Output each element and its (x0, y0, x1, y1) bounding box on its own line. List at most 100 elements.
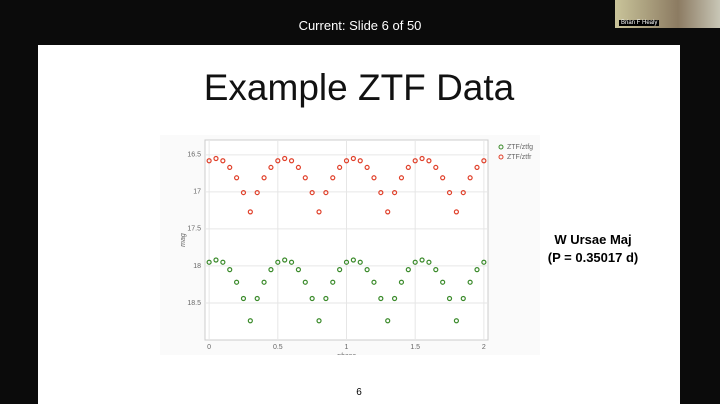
data-point (343, 259, 350, 265)
data-point (357, 158, 363, 164)
data-point (309, 295, 315, 302)
data-point (323, 295, 329, 302)
data-point (275, 158, 281, 164)
data-point (398, 279, 405, 285)
y-axis-label: mag (180, 233, 187, 247)
chart: 16.5 17 17.5 18 18.5 0 0.5 1 1.5 2 phase mag ZTF/ztf… (160, 135, 540, 355)
data-point (233, 279, 240, 285)
data-point (288, 259, 295, 265)
data-point (295, 267, 302, 273)
data-point (268, 267, 274, 273)
data-point (330, 279, 336, 285)
data-point (343, 158, 350, 164)
data-point (357, 259, 363, 265)
data-point (398, 175, 405, 181)
data-point (426, 158, 432, 164)
data-point (350, 257, 356, 263)
data-point (460, 295, 466, 302)
legend-marker (498, 154, 504, 160)
data-point (206, 259, 212, 265)
data-point (254, 295, 260, 302)
data-point (364, 164, 370, 171)
annotation-line: W Ursae Maj (554, 232, 632, 247)
legend-label: ZTF/ztfg (507, 144, 533, 151)
data-point (467, 279, 473, 285)
data-point (378, 295, 384, 302)
legend-label: ZTF/ztfr (507, 154, 532, 161)
data-point (440, 279, 446, 285)
data-point (309, 189, 315, 196)
data-point (247, 209, 253, 215)
data-point (323, 189, 329, 196)
y-tick-label: 17 (193, 189, 201, 196)
participant-name: Brian F Healy (619, 20, 660, 26)
x-tick-label: 0.5 (273, 344, 283, 351)
data-point (391, 295, 398, 302)
x-axis-label: phase (336, 353, 356, 355)
data-point (474, 164, 480, 171)
data-point (206, 158, 212, 164)
y-tick-label: 18.5 (187, 300, 201, 307)
data-point (288, 158, 295, 164)
data-point (261, 279, 267, 285)
data-point (433, 267, 439, 273)
data-point (371, 279, 377, 285)
data-point (412, 158, 418, 164)
data-point (391, 189, 398, 196)
data-point (460, 189, 466, 196)
data-point (213, 257, 219, 263)
data-point (385, 318, 391, 324)
data-point (446, 189, 453, 196)
data-point (220, 259, 226, 265)
legend-marker (498, 144, 504, 150)
x-tick-label: 1.5 (410, 344, 420, 351)
data-point (220, 158, 226, 164)
status: Current: Slide 6 of 50 (298, 18, 422, 33)
data-point (453, 209, 460, 215)
data-point (440, 175, 446, 181)
data-point (240, 295, 247, 302)
data-point (227, 267, 233, 273)
data-point (350, 155, 356, 162)
slide: Example ZTF Data W Ursae Maj (P = 0.3501… (38, 45, 680, 404)
data-point (247, 318, 253, 324)
data-point (227, 164, 233, 171)
data-point (213, 155, 219, 162)
data-point (453, 318, 460, 324)
data-point (481, 158, 487, 164)
data-point (282, 155, 288, 162)
data-point (282, 257, 288, 263)
data-point (446, 295, 453, 302)
data-point (337, 267, 343, 273)
data-point (302, 279, 308, 285)
annotation: W Ursae Maj (P = 0.35017 d) (528, 231, 658, 267)
x-tick-label: 2 (482, 344, 486, 351)
data-point (364, 267, 370, 273)
data-point (275, 259, 281, 265)
data-point (268, 164, 274, 171)
data-point (240, 189, 247, 196)
data-point (481, 259, 487, 265)
data-point (316, 318, 322, 324)
data-point (405, 164, 411, 171)
data-point (467, 175, 473, 181)
video-thumbnail[interactable]: Brian F Healy (615, 0, 720, 28)
slide-title: Example ZTF Data (203, 67, 515, 108)
data-point (426, 259, 432, 265)
data-point (474, 267, 480, 273)
data-point (261, 175, 267, 181)
data-point (419, 155, 425, 162)
x-tick-label: 1 (345, 344, 349, 351)
data-point (412, 259, 418, 265)
data-point (233, 175, 240, 181)
data-point (337, 164, 343, 171)
page-number: 6 (356, 387, 362, 398)
y-tick-label: 16.5 (187, 152, 201, 159)
data-point (378, 189, 384, 196)
y-tick-label: 18 (193, 263, 201, 270)
data-point (330, 175, 336, 181)
data-point (405, 267, 411, 273)
data-point (254, 189, 260, 196)
y-tick-label: 17.5 (187, 226, 201, 233)
